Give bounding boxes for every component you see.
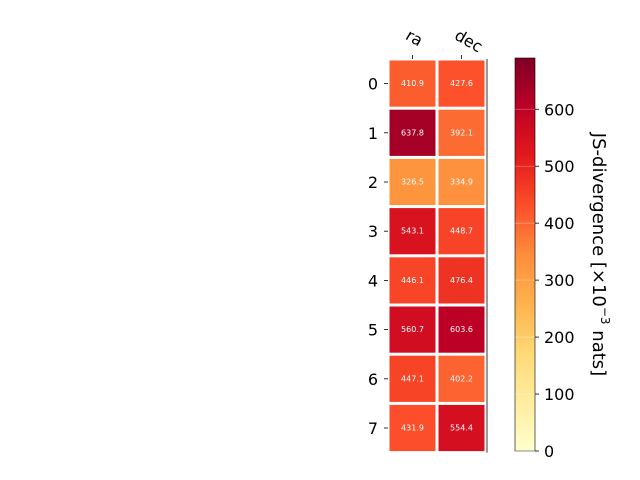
row-tick-label: 1 bbox=[368, 124, 378, 143]
heatmap-cell-7-ra bbox=[389, 404, 436, 452]
cell-value-label: 326.5 bbox=[401, 178, 424, 187]
heatmap-cell-7-dec bbox=[438, 404, 485, 452]
heatmap-cell-5-dec bbox=[438, 306, 485, 353]
cell-value-label: 447.1 bbox=[401, 374, 424, 383]
colorbar-tick-label: 500 bbox=[544, 157, 575, 176]
colorbar-gradient bbox=[514, 57, 536, 452]
cell-value-label: 446.1 bbox=[401, 276, 424, 285]
cell-value-label: 560.7 bbox=[401, 325, 424, 334]
colorbar-tick-label: 400 bbox=[544, 214, 575, 233]
heatmap-cell-2-dec bbox=[438, 158, 485, 206]
colorbar-tick-label: 300 bbox=[544, 271, 575, 290]
colorbar-label-suffix: nats] bbox=[588, 325, 609, 377]
row-tick-label: 2 bbox=[368, 173, 378, 192]
row-tick-label: 7 bbox=[368, 419, 378, 438]
colorbar-label-prefix: JS-divergence [×10 bbox=[588, 132, 609, 307]
colorbar-label: JS-divergence [×10−3 nats] bbox=[588, 132, 612, 376]
row-tick-label: 3 bbox=[368, 222, 378, 241]
cell-value-label: 334.9 bbox=[450, 178, 473, 187]
row-tick-label: 0 bbox=[368, 75, 378, 94]
cell-value-label: 410.9 bbox=[401, 79, 424, 88]
heatmap-cell-0-ra bbox=[389, 60, 436, 107]
column-tick-label: dec bbox=[452, 25, 486, 56]
colorbar-tick-label: 200 bbox=[544, 328, 575, 347]
heatmap-cell-4-ra bbox=[389, 257, 436, 304]
colorbar-tick-label: 600 bbox=[544, 100, 575, 119]
heatmap-cell-3-dec bbox=[438, 208, 485, 255]
colorbar-label-exponent: −3 bbox=[598, 307, 612, 325]
heatmap-cell-1-dec bbox=[438, 109, 485, 156]
row-tick-label: 6 bbox=[368, 370, 378, 389]
row-tick-label: 5 bbox=[368, 321, 378, 340]
heatmap-cell-0-dec bbox=[438, 60, 485, 107]
column-tick-label: ra bbox=[403, 25, 427, 50]
cell-value-label: 476.4 bbox=[450, 276, 473, 285]
cell-value-label: 427.6 bbox=[450, 79, 473, 88]
cell-value-label: 448.7 bbox=[450, 227, 473, 236]
colorbar-tick-label: 0 bbox=[544, 442, 554, 461]
colorbar-tick-label: 100 bbox=[544, 385, 575, 404]
cell-value-label: 431.9 bbox=[401, 424, 424, 433]
cell-value-label: 637.8 bbox=[401, 128, 424, 137]
colorbar: 0 100 200 300 400 500 600 JS-divergence [×10−3 … bbox=[514, 57, 612, 461]
cell-value-label: 402.2 bbox=[450, 374, 473, 383]
heatmap-cell-5-ra bbox=[389, 306, 436, 353]
heatmap-cell-6-ra bbox=[389, 355, 436, 402]
heatmap-cell-1-ra bbox=[389, 109, 436, 156]
heatmap-cells: 410.9 427.6 637.8 392.1 326.5 334.9 543.1 448.7… bbox=[389, 60, 485, 452]
cell-value-label: 554.4 bbox=[450, 424, 473, 433]
cell-value-label: 543.1 bbox=[401, 227, 424, 236]
heatmap-cell-2-ra bbox=[389, 158, 436, 206]
heatmap-cell-3-ra bbox=[389, 208, 436, 255]
heatmap-cell-4-dec bbox=[438, 257, 485, 304]
heatmap-cell-6-dec bbox=[438, 355, 485, 402]
cell-value-label: 392.1 bbox=[450, 128, 473, 137]
row-tick-label: 4 bbox=[368, 271, 378, 290]
cell-value-label: 603.6 bbox=[450, 325, 473, 334]
